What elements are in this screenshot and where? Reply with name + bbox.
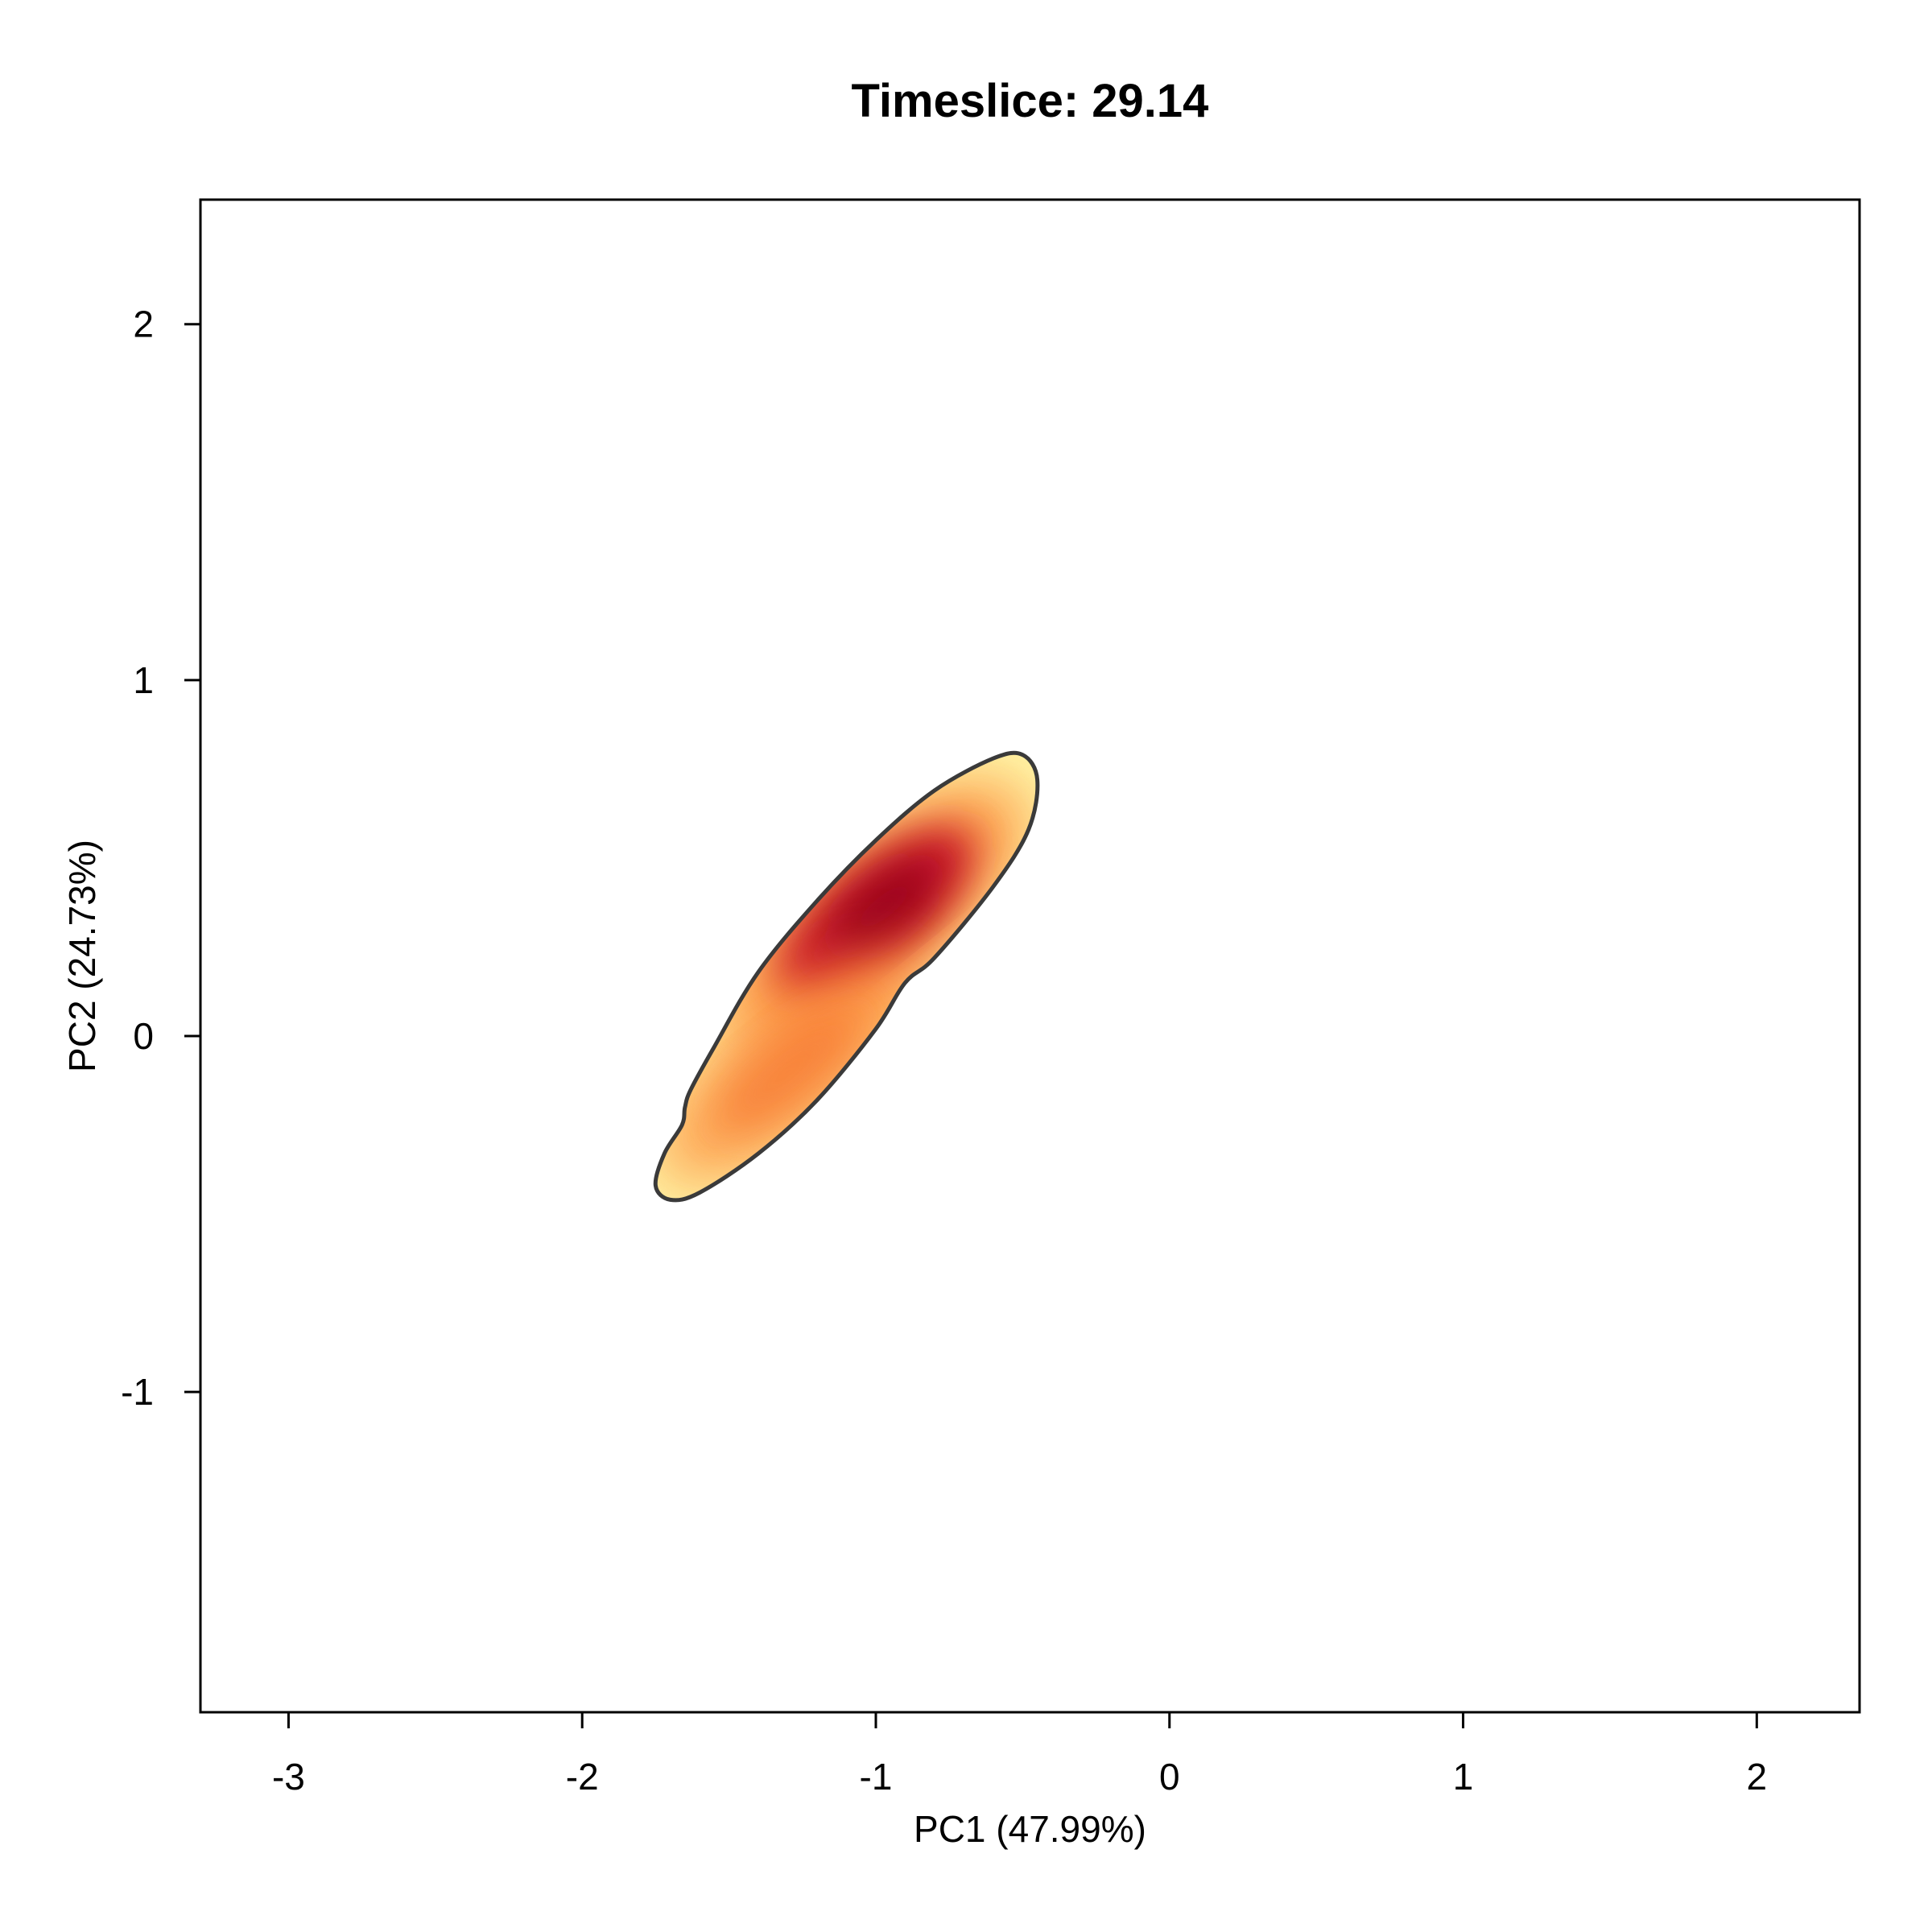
- x-axis: -3 -2 -1 0 1 2: [272, 1712, 1767, 1798]
- x-tick-label: -3: [272, 1756, 305, 1798]
- x-tick-label: 1: [1453, 1756, 1474, 1798]
- chart-title: Timeslice: 29.14: [852, 75, 1209, 127]
- density-layer: [655, 753, 1038, 1200]
- y-tick-label: 2: [133, 303, 154, 345]
- x-tick-label: -1: [860, 1756, 893, 1798]
- y-axis-title: PC2 (24.73%): [61, 840, 103, 1072]
- x-tick-label: -2: [566, 1756, 599, 1798]
- plot-frame: [199, 198, 1861, 1714]
- x-tick-label: 0: [1159, 1756, 1180, 1798]
- x-tick-label: 2: [1747, 1756, 1768, 1798]
- y-tick-label: -1: [121, 1371, 154, 1413]
- y-tick-label: 0: [133, 1015, 154, 1057]
- x-axis-title: PC1 (47.99%): [914, 1808, 1146, 1850]
- y-axis: -1 0 1 2: [121, 303, 200, 1413]
- density-peak-max: [831, 861, 937, 953]
- y-tick-label: 1: [133, 659, 154, 701]
- density-contour-line: [653, 750, 1040, 1203]
- density-peak-core: [716, 1010, 860, 1133]
